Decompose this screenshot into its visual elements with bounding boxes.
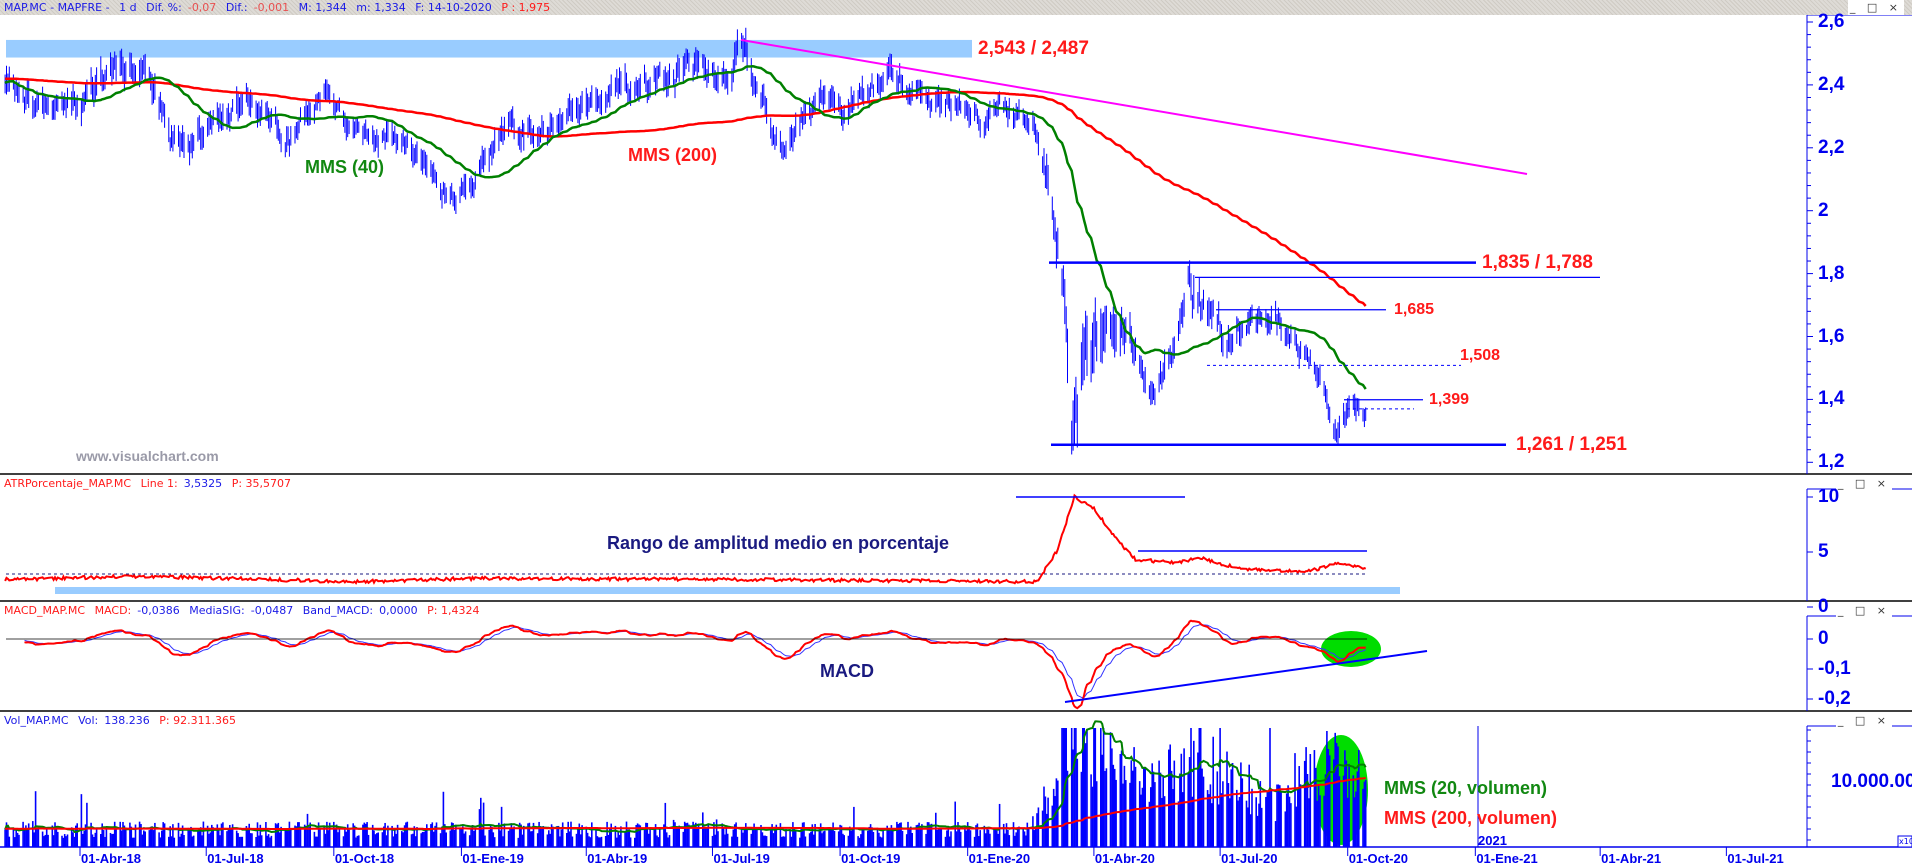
dif-pct-label: Dif. %: xyxy=(146,1,182,14)
date-tick-label: 01-Ene-19 xyxy=(462,851,524,866)
min-label: m: 1,334 xyxy=(356,1,406,14)
macd-highlight-ellipse[interactable] xyxy=(1321,631,1381,667)
vol-value: 138.236 xyxy=(104,714,150,727)
symbol-label: MAP.MC - MAPFRE - xyxy=(4,1,110,14)
macd-name: MACD_MAP.MC xyxy=(4,604,86,617)
date-tick-label: 01-Ene-20 xyxy=(968,851,1031,866)
date-label: F: 14-10-2020 xyxy=(415,1,492,14)
band-label: Band_MACD: xyxy=(302,604,374,617)
dif-value: -0,001 xyxy=(253,1,290,14)
volume-mms200-line xyxy=(5,776,1366,830)
atr-band[interactable] xyxy=(55,587,1400,594)
window-controls[interactable]: _ □ × xyxy=(1835,713,1892,728)
max-label: M: 1,344 xyxy=(298,1,347,14)
price-tick-label: 2,2 xyxy=(1818,136,1845,158)
resistance-trendline[interactable] xyxy=(740,38,1528,175)
date-tick-label: 01-Jul-18 xyxy=(207,851,264,866)
date-tick-label: 01-Abr-19 xyxy=(587,851,648,866)
date-tick-label: 01-Jul-19 xyxy=(713,851,770,866)
price-tick-label: 1,2 xyxy=(1818,451,1845,473)
atr-tick-label: 5 xyxy=(1818,541,1829,562)
vol-p: P: 92.311.365 xyxy=(159,714,237,727)
level-1261-label: 1,261 / 1,251 xyxy=(1516,434,1627,455)
date-tick-label: 01-Abr-21 xyxy=(1601,851,1662,866)
date-tick-label: 01-Oct-19 xyxy=(841,851,901,866)
vol-multiplier-box xyxy=(1897,835,1912,848)
macd-value: -0,0386 xyxy=(137,604,180,617)
chart-header: MAP.MC - MAPFRE - 1 d Dif. %: -0,07 Dif.:… xyxy=(0,0,1912,15)
date-tick-label: 01-Oct-20 xyxy=(1348,851,1408,866)
price-tick-label: 2 xyxy=(1818,199,1829,221)
year-marker: 2021 xyxy=(1478,833,1507,848)
vol-mms200-label: MMS (200, volumen) xyxy=(1384,808,1558,828)
atr-line xyxy=(4,493,1367,585)
vol-panel-header: Vol_MAP.MC Vol: 138.236 P: 92.311.365 _ □… xyxy=(0,713,1904,728)
macd-signal-line xyxy=(24,624,1366,699)
date-tick-label: 01-Jul-20 xyxy=(1221,851,1278,866)
vol-name: Vol_MAP.MC xyxy=(4,714,69,727)
price-bars xyxy=(4,27,1367,455)
macd-title: MACD xyxy=(820,661,874,681)
atr-line-value: 3,5325 xyxy=(183,477,223,490)
atr-name: ATRPorcentaje_MAP.MC xyxy=(4,477,132,490)
vol-label: Vol: xyxy=(78,714,99,727)
mms40-line xyxy=(4,65,1367,390)
axis-ticks xyxy=(79,21,1813,856)
date-tick-label: 01-Jul-21 xyxy=(1727,851,1784,866)
mms200-label: MMS (200) xyxy=(628,145,718,165)
price-tick-label: 2,6 xyxy=(1818,11,1845,32)
vol-mms20-label: MMS (20, volumen) xyxy=(1384,778,1548,798)
level-1835-label: 1,835 / 1,788 xyxy=(1482,252,1593,273)
atr-p: P: 35,5707 xyxy=(231,477,292,490)
level-1685-label: 1,685 xyxy=(1394,301,1435,318)
resistance-band[interactable] xyxy=(6,39,972,58)
date-tick-label: 01-Oct-18 xyxy=(334,851,395,866)
macd-tick-label: -0,2 xyxy=(1818,688,1851,709)
period-label: 1 d xyxy=(119,1,137,14)
price-tick-label: 2,4 xyxy=(1818,73,1845,95)
dif-pct-value: -0,07 xyxy=(187,1,217,14)
macd-tick-label: -0,1 xyxy=(1818,658,1851,679)
atr-line-label: Line 1: xyxy=(140,477,178,490)
price-tick-label: 1,4 xyxy=(1818,388,1845,410)
chart-marks xyxy=(4,27,1367,847)
atr-tick-label: 10 xyxy=(1818,486,1840,507)
date-tick-label: 01-Abr-18 xyxy=(81,851,141,866)
volume-highlight-ellipse[interactable] xyxy=(1314,735,1368,845)
window-controls[interactable]: _ □ × xyxy=(1835,603,1892,618)
price-tick-label: 1,6 xyxy=(1818,325,1845,347)
macd-tick-label: 0 xyxy=(1818,628,1829,649)
level-1508-label: 1,508 xyxy=(1460,347,1501,364)
level-1399-label: 1,399 xyxy=(1429,391,1470,408)
atr-panel-header: ATRPorcentaje_MAP.MC Line 1: 3,5325 P: 35… xyxy=(0,476,1904,491)
macd-support-trendline[interactable] xyxy=(1064,650,1428,703)
mms40-label: MMS (40) xyxy=(305,157,385,177)
p-label: P : 1,975 xyxy=(501,1,551,14)
macd-p: P: 1,4324 xyxy=(427,604,480,617)
window-controls[interactable]: _ □ × xyxy=(1847,0,1904,15)
sig-label: MediaSIG: xyxy=(189,604,245,617)
price-tick-label: 1,8 xyxy=(1818,262,1845,284)
atr-tick-label: 0 xyxy=(1818,596,1829,617)
band-value: 0,0000 xyxy=(379,604,418,617)
window-controls[interactable]: _ □ × xyxy=(1835,476,1892,491)
vol-multiplier: x10 xyxy=(1899,837,1912,846)
resistance-top-label: 2,543 / 2,487 xyxy=(978,38,1089,59)
watermark: www.visualchart.com xyxy=(76,448,219,464)
macd-label: MACD: xyxy=(94,604,132,617)
date-tick-label: 01-Ene-21 xyxy=(1476,851,1538,866)
macd-panel-header: MACD_MAP.MC MACD: -0,0386 MediaSIG: -0,048… xyxy=(0,603,1904,618)
date-tick-label: 01-Abr-20 xyxy=(1094,851,1155,866)
volume-bars xyxy=(4,728,1367,847)
dif-label: Dif.: xyxy=(225,1,248,14)
annotation-shapes[interactable] xyxy=(6,38,1600,703)
atr-title: Rango de amplitud medio en porcentaje xyxy=(607,533,950,553)
macd-line xyxy=(24,619,1366,710)
vol-tick-label: 10.000.00 xyxy=(1831,771,1912,792)
sig-value: -0,0487 xyxy=(250,604,294,617)
mms200-line xyxy=(5,77,1367,307)
